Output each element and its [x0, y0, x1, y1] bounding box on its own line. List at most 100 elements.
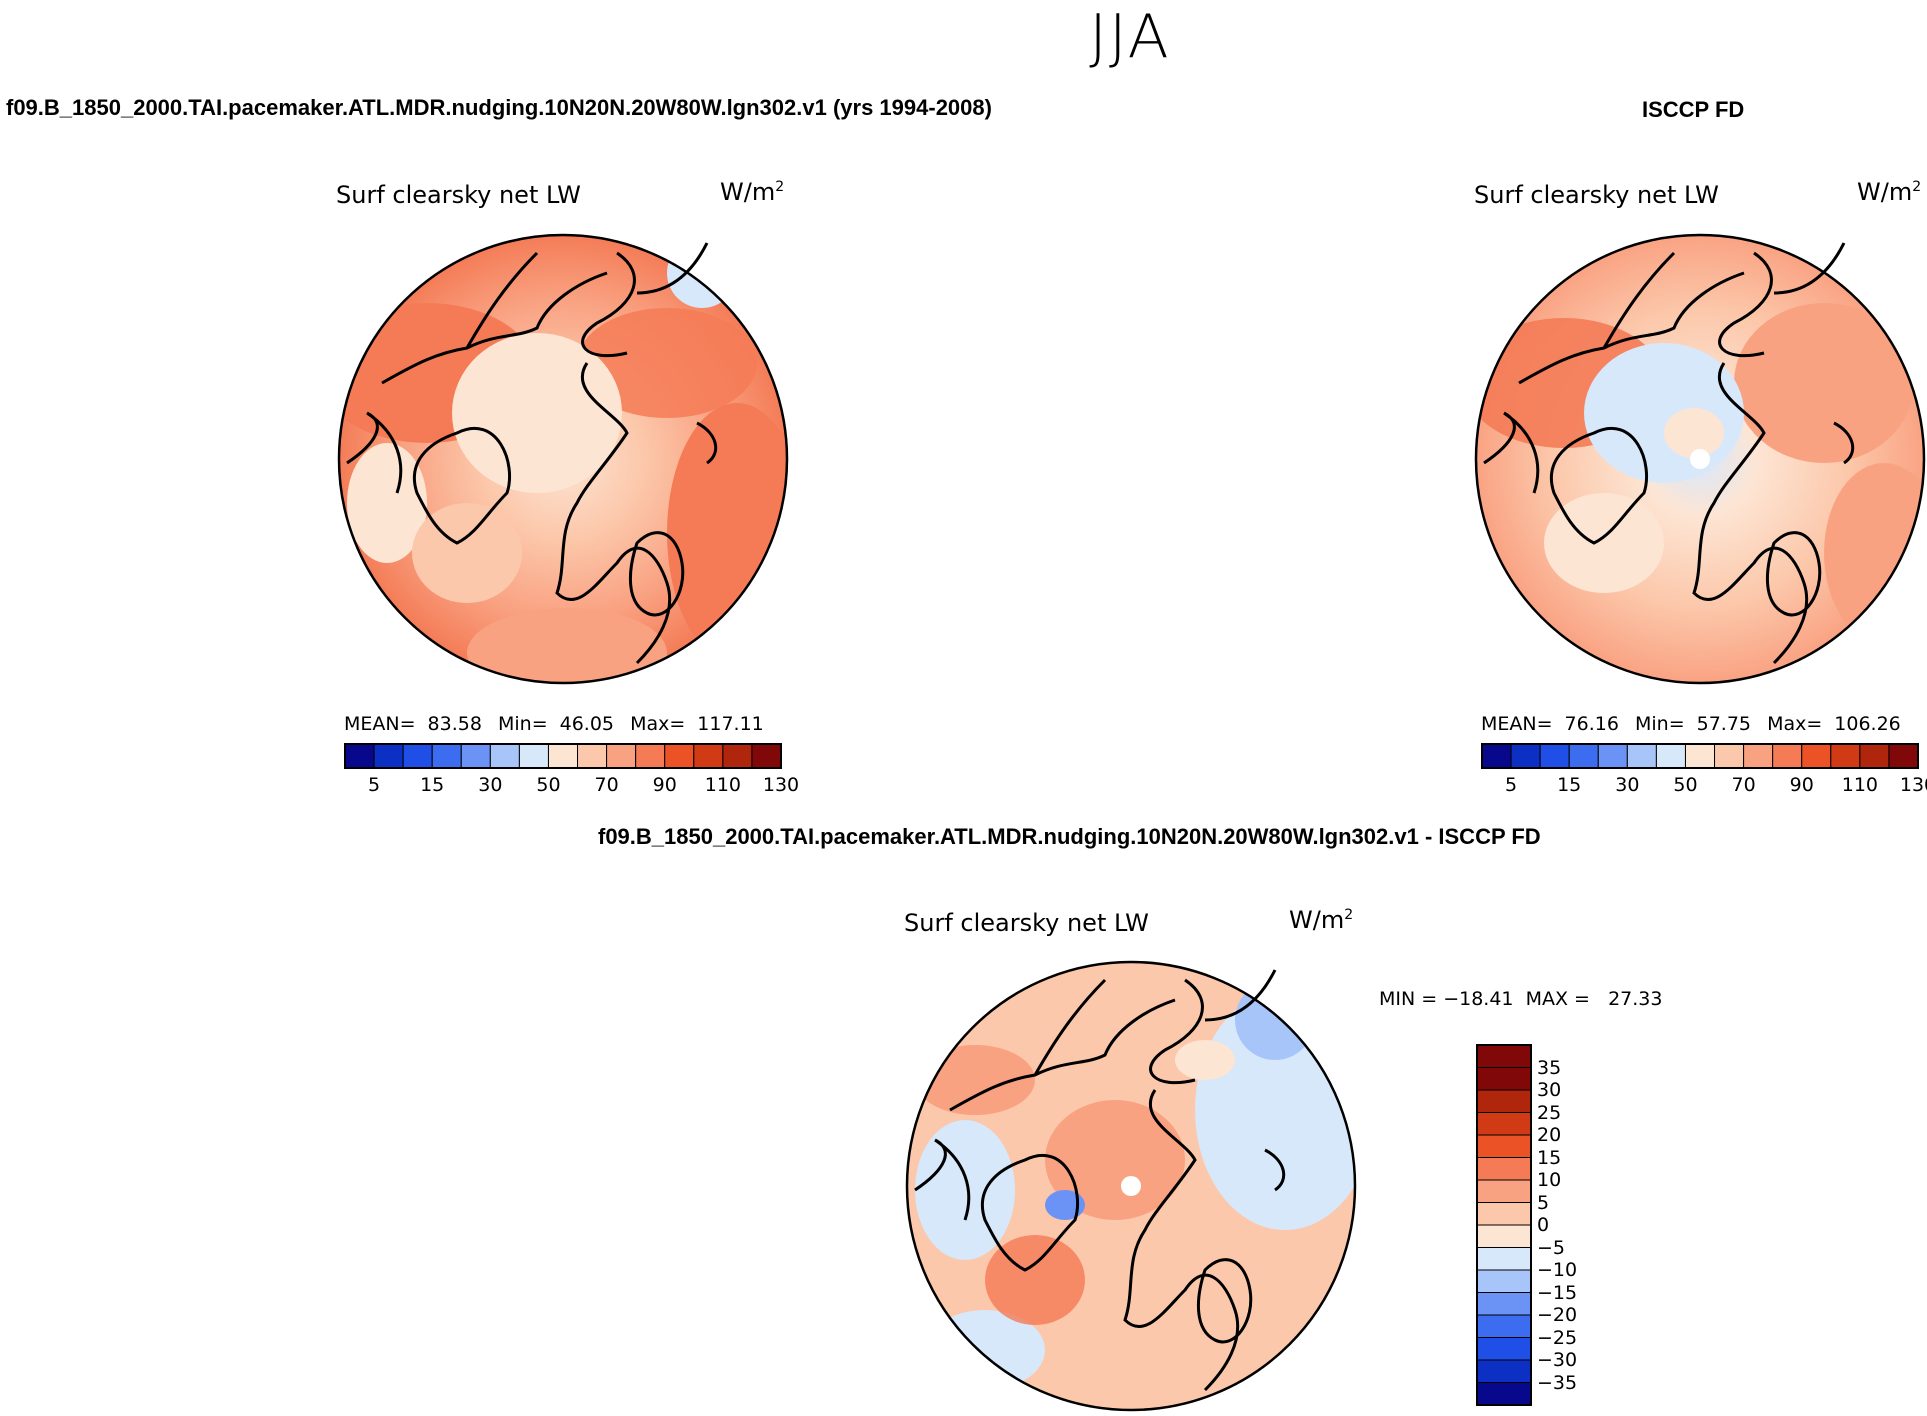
- panel-1-colorbar-ticks: 5 15 30 50 70 90 110 130: [345, 774, 799, 800]
- colorbar-swatch: [460, 743, 491, 769]
- colorbar-swatch: [1476, 1089, 1532, 1113]
- colorbar-swatch: [344, 743, 375, 769]
- colorbar-tick-label: 110: [704, 774, 741, 796]
- colorbar-tick-label: 50: [1673, 774, 1698, 796]
- colorbar-tick-label: 25: [1537, 1101, 1562, 1124]
- colorbar-tick-label: −5: [1537, 1236, 1566, 1259]
- colorbar-swatch: [1714, 743, 1745, 769]
- panel-3-case-title: f09.B_1850_2000.TAI.pacemaker.ATL.MDR.nu…: [598, 824, 1541, 849]
- colorbar-swatch: [722, 743, 753, 769]
- colorbar-swatch: [1597, 743, 1628, 769]
- colorbar-tick-label: 30: [1615, 774, 1640, 796]
- colorbar-tick-label: 90: [652, 774, 677, 796]
- colorbar-tick-label: −30: [1537, 1349, 1578, 1371]
- panel-2-case-title: ISCCP FD: [1642, 97, 1745, 122]
- panel-3-units: W/m2: [1289, 906, 1354, 934]
- colorbar-tick-label: 15: [1557, 774, 1582, 796]
- colorbar-swatch: [1539, 743, 1570, 769]
- colorbar-swatch: [1476, 1314, 1532, 1338]
- colorbar-swatch: [1476, 1112, 1532, 1136]
- colorbar-tick-label: −35: [1537, 1371, 1578, 1394]
- coastline-outline: [346, 242, 718, 665]
- colorbar-swatch: [1830, 743, 1861, 769]
- season-title: JJA: [1089, 2, 1171, 72]
- mean-value: 83.58: [427, 713, 482, 735]
- colorbar-tick-label: 10: [1537, 1169, 1562, 1191]
- panel-1-units: W/m2: [720, 178, 785, 206]
- colorbar-tick-label: −20: [1537, 1304, 1578, 1326]
- colorbar-tick-label: 5: [368, 774, 381, 796]
- colorbar-frame: [1476, 1044, 1532, 1406]
- colorbar-swatch: [489, 743, 520, 769]
- colorbar-swatch: [373, 743, 404, 769]
- colorbar-frame: [344, 743, 782, 769]
- mean-label: MEAN=: [1481, 713, 1553, 735]
- coastline-outline: [914, 969, 1286, 1392]
- colorbar-tick-label: 15: [420, 774, 445, 796]
- colorbar-swatch: [693, 743, 724, 769]
- colorbar-tick-label: 50: [536, 774, 561, 796]
- panel-3-polar-map: [905, 960, 1357, 1412]
- panel-2-polar-map: [1474, 233, 1926, 685]
- panel-3-colorbar-ticks: 35 30 25 20 15 10 5 0 −5 −10 −15 −20 −25 −30 −35: [1535, 1045, 1595, 1405]
- mean-label: MEAN=: [344, 713, 416, 735]
- colorbar-swatch: [1510, 743, 1541, 769]
- panel-3-colorbar: [1476, 1044, 1532, 1406]
- colorbar-swatch: [1655, 743, 1686, 769]
- colorbar-frame: [1481, 743, 1919, 769]
- panel-2-stats: MEAN= 76.16 Min= 57.75 Max= 106.26: [1481, 713, 1911, 735]
- colorbar-swatch: [1476, 1134, 1532, 1158]
- panel-1-polar-map: [337, 233, 789, 685]
- colorbar-swatch: [635, 743, 666, 769]
- min-label: Min=: [1634, 713, 1685, 735]
- panel-1-stats: MEAN= 83.58 Min= 46.05 Max= 117.11: [344, 713, 774, 735]
- colorbar-swatch: [518, 743, 549, 769]
- panel-1-colorbar: [344, 743, 782, 769]
- colorbar-swatch: [751, 743, 782, 769]
- panel-2-colorbar-ticks: 5 15 30 50 70 90 110 130: [1482, 774, 1927, 800]
- colorbar-swatch: [547, 743, 579, 769]
- panel-1-field-label: Surf clearsky net LW: [336, 181, 581, 209]
- colorbar-swatch: [1476, 1179, 1532, 1203]
- colorbar-swatch: [1476, 1067, 1532, 1091]
- colorbar-swatch: [1476, 1382, 1532, 1406]
- colorbar-swatch: [1476, 1359, 1532, 1383]
- colorbar-swatch: [664, 743, 695, 769]
- colorbar-tick-label: 5: [1537, 1191, 1550, 1214]
- colorbar-tick-label: 20: [1537, 1124, 1562, 1146]
- colorbar-swatch: [1568, 743, 1599, 769]
- colorbar-tick-label: 0: [1537, 1214, 1550, 1236]
- colorbar-swatch: [1476, 1044, 1532, 1068]
- mean-value: 76.16: [1564, 713, 1619, 735]
- panel-2-units: W/m2: [1857, 178, 1922, 206]
- colorbar-swatch: [1476, 1202, 1532, 1226]
- min-label: Min=: [497, 713, 548, 735]
- colorbar-tick-label: 35: [1537, 1056, 1562, 1079]
- max-label: Max=: [630, 713, 686, 735]
- panel-1-case-title: f09.B_1850_2000.TAI.pacemaker.ATL.MDR.nu…: [6, 95, 992, 120]
- colorbar-swatch: [1684, 743, 1716, 769]
- max-label: Max=: [1767, 713, 1823, 735]
- colorbar-tick-label: 70: [1731, 774, 1756, 796]
- min-value: 57.75: [1696, 713, 1752, 735]
- colorbar-swatch: [402, 743, 433, 769]
- colorbar-swatch: [1743, 743, 1774, 769]
- colorbar-tick-label: 130: [762, 774, 800, 796]
- colorbar-tick-label: 110: [1841, 774, 1878, 796]
- colorbar-swatch: [1772, 743, 1803, 769]
- colorbar-tick-label: −25: [1537, 1326, 1578, 1349]
- colorbar-swatch: [1481, 743, 1512, 769]
- colorbar-tick-label: 70: [594, 774, 619, 796]
- max-value: 106.26: [1834, 713, 1901, 735]
- colorbar-swatch: [431, 743, 462, 769]
- colorbar-tick-label: 5: [1505, 774, 1518, 796]
- colorbar-swatch: [1888, 743, 1919, 769]
- colorbar-tick-label: 30: [478, 774, 503, 796]
- panel-2-colorbar: [1481, 743, 1919, 769]
- colorbar-swatch: [577, 743, 608, 769]
- colorbar-tick-label: 30: [1537, 1079, 1562, 1101]
- colorbar-swatch: [1801, 743, 1832, 769]
- panel-3-field-label: Surf clearsky net LW: [904, 909, 1149, 937]
- panel-2-field-label: Surf clearsky net LW: [1474, 181, 1719, 209]
- colorbar-swatch: [1476, 1337, 1532, 1361]
